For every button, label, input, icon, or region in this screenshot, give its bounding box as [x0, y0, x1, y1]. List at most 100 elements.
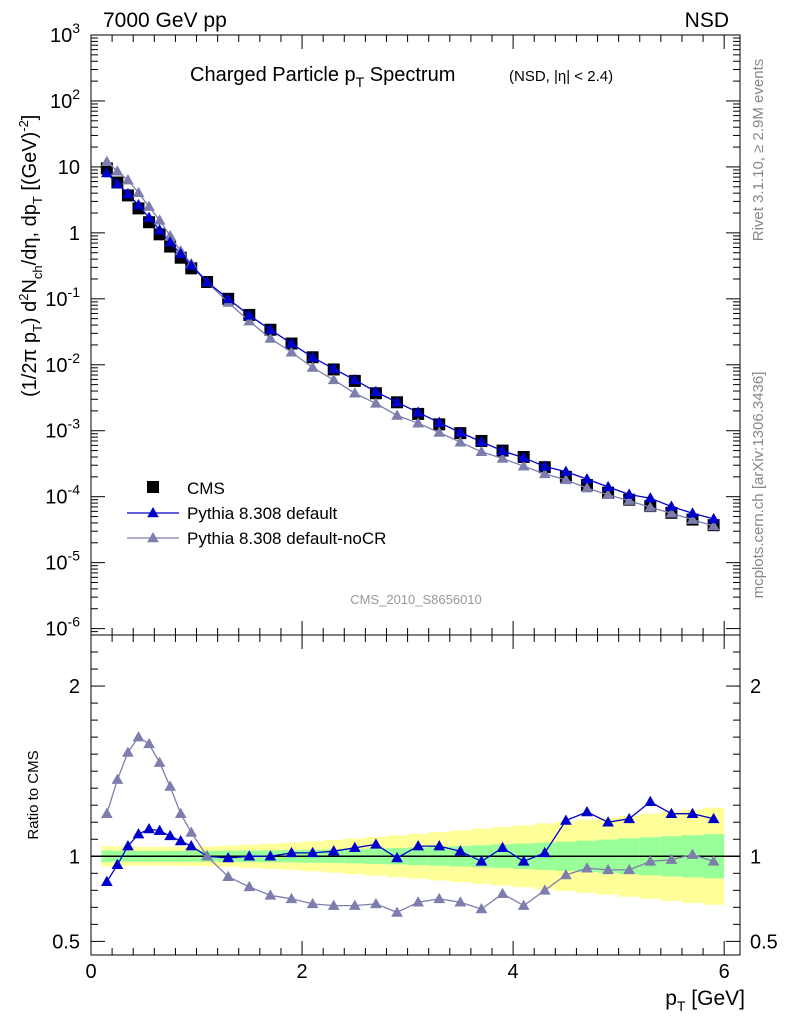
main-series-point-1 — [665, 500, 678, 511]
main-series-point-2 — [686, 513, 699, 524]
main-series-point-1 — [327, 362, 340, 374]
chart-title-text: Charged Particle p — [190, 64, 356, 86]
main-series-point-2 — [602, 488, 614, 500]
main-series-point-1 — [243, 309, 256, 320]
main-ytick-label: 10 — [58, 157, 80, 179]
ratio-series-point-1 — [143, 737, 155, 749]
main-series-point-2 — [496, 452, 509, 463]
main-series-point-2 — [243, 315, 256, 326]
main-series-point-1 — [707, 512, 720, 524]
ratio-ytick-label: 2 — [69, 676, 80, 698]
main-ytick-label: 10-1 — [45, 284, 80, 311]
ratio-xtick-label: 6 — [719, 961, 730, 983]
ratio-series-point-0 — [153, 824, 166, 835]
ratio-axes: 0 2 4 6 0.5 0.5 1 1 2 2 — [52, 635, 778, 983]
main-series-point-2 — [623, 494, 636, 505]
rivet-label: Rivet 3.1.10, ≥ 2.9M events — [750, 59, 767, 242]
main-panel: 10-6 10-5 10-4 10-3 10-2 10-1 1 10 102 103 Charge… — [16, 20, 741, 641]
ratio-series-point-0 — [370, 838, 382, 849]
ratio-series-point-1 — [560, 868, 572, 880]
legend-label: Pythia 8.308 default — [187, 504, 338, 523]
ratio-series-point-1 — [164, 780, 177, 791]
main-ylabel-text: (1/2π pT) d2Nch/dη, dpT [(GeV)-2] — [16, 115, 45, 397]
ratio-series-point-1 — [623, 863, 636, 875]
ratio-series-point-0 — [623, 812, 636, 824]
ratio-series-point-1 — [665, 853, 678, 864]
legend-marker — [147, 531, 159, 543]
legend-label: Pythia 8.308 default-noCR — [187, 529, 386, 548]
main-series-point-2 — [391, 409, 403, 420]
ratio-series-point-0 — [174, 834, 187, 846]
ratio-series-point-0 — [581, 806, 593, 817]
main-ytick-label: 10-3 — [45, 416, 80, 443]
main-series-point-1 — [306, 351, 319, 362]
main-series-point-1 — [264, 323, 277, 334]
process-label: NSD — [685, 9, 729, 32]
main-series-point-1 — [153, 224, 166, 235]
main-series-point-2 — [153, 214, 166, 225]
ratio-series-point-0 — [164, 829, 177, 841]
main-series-point-1 — [100, 166, 113, 178]
ratio-series-point-0 — [560, 814, 572, 825]
ratio-series-point-1 — [433, 892, 446, 904]
ratio-series-point-1 — [496, 887, 509, 898]
main-series-point-2 — [327, 373, 340, 385]
main-series-point-1 — [201, 275, 213, 287]
main-axes: 10-6 10-5 10-4 10-3 10-2 10-1 1 10 102 103 — [45, 20, 740, 641]
ratio-series-point-1 — [644, 855, 657, 866]
main-series-point-1 — [412, 406, 424, 417]
ratio-series-point-1 — [100, 807, 113, 818]
ratio-series-point-1 — [122, 746, 134, 757]
ratio-series-point-1 — [111, 773, 124, 784]
main-series-point-2 — [581, 482, 593, 493]
ratio-series-point-0 — [496, 841, 509, 853]
ratio-series-point-1 — [602, 863, 614, 875]
ratio-series-point-1 — [327, 899, 340, 910]
main-series-point-2 — [100, 155, 113, 166]
main-ytick-label: 10-5 — [45, 548, 80, 575]
ratio-series-point-1 — [306, 897, 319, 909]
ratio-ytick-label: 1 — [69, 846, 80, 868]
main-series-point-1 — [581, 473, 593, 484]
ratio-series-point-0 — [412, 840, 424, 851]
ratio-series-point-0 — [644, 795, 657, 807]
ratio-series-point-0 — [707, 812, 720, 824]
ratio-series-point-1 — [153, 756, 166, 767]
main-series-line-2 — [106, 161, 714, 527]
ratio-series-point-0 — [285, 846, 298, 858]
ratio-series-point-1 — [348, 899, 361, 910]
main-series-point-1 — [560, 465, 572, 476]
ratio-series-point-1 — [174, 807, 187, 818]
main-series-point-1 — [174, 247, 187, 259]
main-ytick-label: 102 — [50, 86, 80, 113]
ratio-series-point-0 — [264, 850, 277, 861]
ratio-series-point-0 — [100, 875, 113, 887]
main-plot-marks — [100, 155, 720, 532]
ratio-series-point-1 — [538, 884, 551, 895]
ratio-panel: 0 2 4 6 0.5 0.5 1 1 2 2 Ratio to CMS pT [GeV] — [25, 634, 778, 1014]
main-series-point-1 — [285, 337, 298, 348]
analysis-watermark: CMS_2010_S8656010 — [350, 592, 482, 607]
main-series-point-1 — [686, 507, 699, 518]
main-series-point-2 — [433, 426, 446, 437]
ratio-series-point-1 — [454, 896, 467, 907]
ratio-series-point-0 — [185, 840, 198, 851]
ratio-series-point-0 — [222, 851, 235, 863]
ratio-series-point-0 — [111, 858, 124, 870]
ratio-series-point-1 — [517, 899, 530, 910]
ratio-series-point-0 — [143, 823, 155, 834]
main-series-point-1 — [496, 444, 509, 456]
legend-marker-cms — [147, 481, 159, 493]
main-ytick-label: 1 — [69, 223, 80, 245]
ratio-series-point-0 — [686, 807, 699, 818]
main-series-point-1 — [623, 488, 636, 499]
main-series-point-2 — [264, 332, 277, 343]
ratio-series-point-1 — [581, 862, 593, 873]
main-ytick-label: 10-4 — [45, 482, 80, 509]
main-series-point-2 — [644, 501, 657, 512]
ratio-series-point-0 — [475, 855, 488, 866]
ratio-xlabel: pT [GeV] — [665, 987, 745, 1014]
ratio-series-point-1 — [243, 880, 256, 892]
main-series-point-1 — [475, 435, 488, 447]
